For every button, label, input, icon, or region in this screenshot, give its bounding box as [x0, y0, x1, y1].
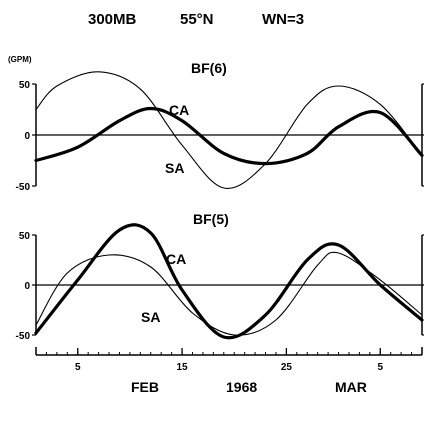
- y-tick-label: 0: [24, 281, 30, 292]
- x-tick-label: 15: [176, 362, 188, 373]
- series-line-ca: [34, 106, 424, 166]
- panel-bf6: 50 0 -50 CA SA: [16, 71, 424, 193]
- month-mar-label: MAR: [335, 379, 367, 395]
- date-axis: 5 15 25 5: [35, 347, 423, 373]
- year-label: 1968: [226, 379, 257, 395]
- panel-bf5: 50 0 -50 CA SA: [16, 223, 424, 342]
- header-level: 300MB: [88, 11, 137, 28]
- y-tick-label: 50: [19, 80, 31, 91]
- month-feb-label: FEB: [131, 379, 159, 395]
- x-tick-label: 5: [377, 362, 383, 373]
- series-label-sa: SA: [141, 309, 160, 325]
- panel-top-title: BF(6): [191, 60, 227, 76]
- series-line-ca: [34, 223, 424, 340]
- y-tick-label: -50: [16, 331, 31, 342]
- x-tick-label: 5: [75, 362, 81, 373]
- header-latitude: 55°N: [180, 11, 214, 28]
- series-line-sa: [35, 251, 423, 336]
- panel-bottom-title: BF(5): [193, 211, 229, 227]
- series-label-sa: SA: [165, 160, 184, 176]
- x-tick-label: 25: [281, 362, 293, 373]
- series-label-ca: CA: [166, 251, 186, 267]
- header-wavenumber: WN=3: [262, 11, 304, 28]
- series-label-ca: CA: [169, 102, 189, 118]
- series-line-sa: [35, 71, 423, 189]
- unit-label: (GPM): [8, 55, 32, 64]
- y-tick-label: 0: [24, 131, 30, 142]
- y-tick-label: -50: [16, 182, 31, 193]
- y-tick-label: 50: [19, 231, 31, 242]
